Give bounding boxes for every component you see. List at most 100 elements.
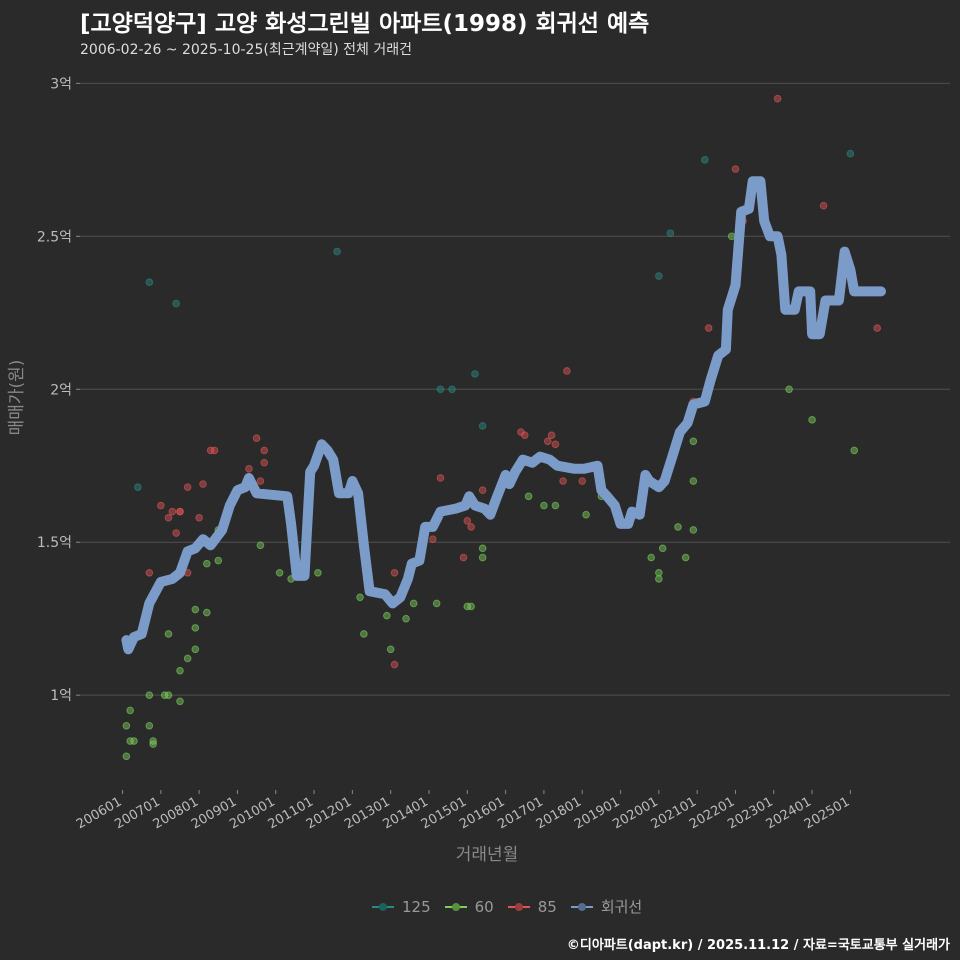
point-85 (478, 486, 487, 495)
point-85 (145, 569, 154, 577)
point-85 (520, 431, 529, 439)
point-60 (850, 446, 859, 455)
point-125 (448, 385, 456, 394)
point-60 (655, 575, 663, 583)
y-tick-label: 2.5억 (37, 229, 72, 245)
y-tick-label: 1.5억 (37, 535, 72, 551)
legend-label: 85 (537, 897, 557, 916)
point-125 (436, 385, 445, 394)
point-60 (808, 416, 816, 424)
point-60 (122, 721, 131, 730)
legend-label: 125 (402, 897, 431, 916)
point-60 (689, 437, 698, 446)
point-125 (666, 229, 675, 238)
point-85 (168, 507, 177, 516)
point-85 (195, 513, 203, 522)
point-125 (846, 149, 855, 158)
point-85 (731, 165, 740, 173)
point-60 (386, 645, 395, 654)
point-60 (164, 630, 173, 638)
chart-title: [고양덕양구] 고양 화성그린빌 아파트(1998) 회귀선 예측 (80, 11, 650, 37)
point-85 (459, 553, 468, 562)
point-60 (275, 569, 284, 577)
point-60 (478, 553, 487, 562)
point-85 (563, 367, 571, 375)
point-125 (701, 156, 709, 164)
point-125 (478, 422, 487, 430)
point-85 (873, 324, 882, 332)
point-85 (547, 431, 556, 439)
point-85 (704, 324, 713, 332)
legend-item-regression: 회귀선 (570, 896, 643, 917)
point-60 (524, 492, 533, 501)
point-85 (183, 483, 192, 491)
point-85 (176, 507, 184, 516)
point-60 (674, 523, 682, 531)
point-60 (383, 611, 391, 620)
point-60 (203, 608, 211, 617)
point-60 (727, 232, 736, 241)
point-85 (199, 480, 207, 488)
point-85 (773, 94, 782, 103)
legend-key-85-icon (507, 905, 530, 908)
chart-subtitle: 2006-02-26 ~ 2025-10-25(최근계약일) 전체 거래건 (80, 42, 412, 58)
y-tick-label: 1억 (50, 688, 72, 704)
legend-label: 회귀선 (600, 898, 643, 916)
point-85 (436, 474, 445, 482)
point-60 (582, 510, 590, 519)
point-60 (183, 654, 192, 663)
point-85 (429, 535, 437, 543)
point-60 (256, 541, 265, 550)
point-60 (145, 691, 154, 699)
point-60 (191, 624, 200, 632)
point-85 (256, 477, 265, 485)
legend-label: 60 (474, 897, 494, 916)
point-60 (164, 691, 173, 699)
point-60 (551, 501, 560, 510)
legend-item-125: 125 (372, 898, 431, 916)
point-85 (467, 523, 475, 531)
legend-item-85: 85 (507, 897, 557, 916)
point-60 (356, 593, 364, 602)
point-85 (172, 529, 180, 537)
point-60 (314, 569, 322, 577)
point-60 (360, 630, 368, 638)
point-85 (390, 569, 399, 577)
point-60 (145, 721, 154, 730)
y-axis-title: 매매가(원) (7, 360, 27, 436)
point-85 (390, 660, 399, 669)
point-60 (689, 477, 698, 485)
point-85 (559, 477, 567, 485)
point-60 (130, 737, 138, 745)
point-60 (160, 691, 169, 699)
point-85 (260, 446, 269, 455)
point-85 (164, 513, 173, 522)
point-60 (689, 526, 698, 534)
legend-key-60-icon (444, 905, 467, 908)
point-85 (543, 437, 552, 446)
point-60 (540, 501, 548, 510)
point-60 (126, 737, 134, 745)
point-60 (191, 605, 200, 614)
legend-key-regression-icon (570, 905, 593, 908)
point-60 (214, 556, 223, 565)
point-85 (463, 517, 472, 525)
point-60 (409, 599, 418, 608)
point-60 (176, 666, 184, 675)
point-85 (578, 477, 587, 485)
point-60 (655, 569, 663, 577)
y-tick-label: 2억 (50, 382, 72, 398)
point-125 (145, 278, 154, 286)
legend-item-60: 60 (444, 897, 494, 916)
point-60 (149, 740, 157, 748)
point-60 (176, 697, 184, 706)
point-60 (432, 599, 441, 608)
point-60 (122, 752, 131, 761)
legend: 125 60 85 회귀선 (372, 896, 642, 917)
point-125 (172, 299, 180, 308)
footer-credit: ©디아파트(dapt.kr) / 2025.11.12 / 자료=국토교통부 실… (566, 938, 950, 953)
point-60 (126, 706, 134, 715)
point-60 (785, 385, 793, 394)
point-125 (333, 247, 341, 256)
